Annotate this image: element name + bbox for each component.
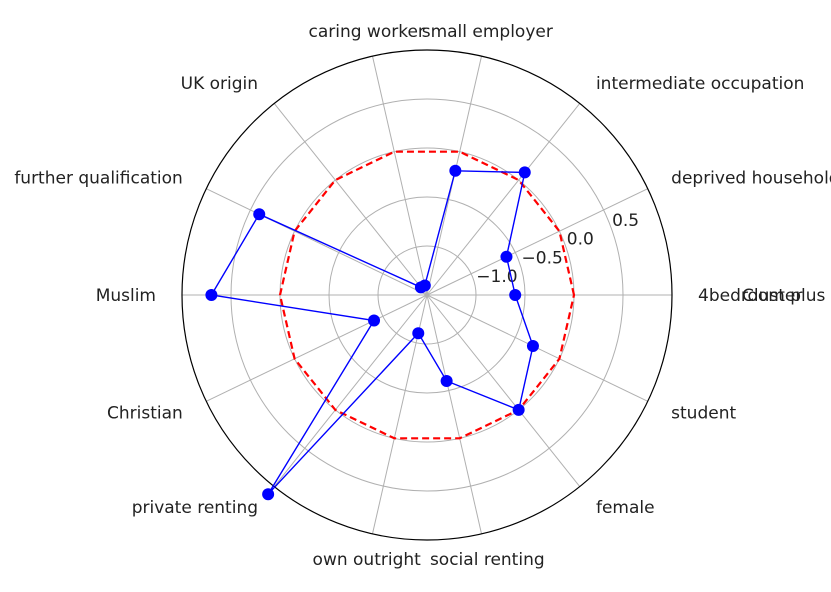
radial-tick-label: 0.5: [612, 211, 639, 231]
radar-spoke: [371, 56, 428, 296]
radar-spoke: [426, 294, 483, 534]
category-label: small employer: [422, 22, 553, 42]
category-label: social renting: [430, 550, 545, 570]
category-label: caring worker: [308, 22, 424, 42]
category-label: female: [596, 498, 655, 518]
data-point: [368, 314, 381, 327]
radial-tick-label: −0.5: [522, 248, 563, 268]
radial-tick-label: −1.0: [476, 267, 517, 287]
radar-spoke: [426, 103, 581, 296]
category-label: student: [671, 404, 736, 424]
radar-grid: [181, 49, 673, 541]
data-point: [509, 289, 522, 301]
radial-tick-label: 0.0: [567, 230, 594, 250]
category-label: private renting: [132, 498, 258, 518]
overlay-label: Cluster: [742, 286, 802, 306]
data-point: [262, 488, 275, 501]
category-label: further qualification: [14, 168, 183, 188]
radar-grid-ring: [230, 98, 624, 492]
radar-spoke: [206, 188, 428, 296]
data-point: [414, 281, 427, 294]
category-label: 4bedroom plus: [698, 286, 826, 306]
radar-spoke: [273, 103, 428, 296]
reference-line: [278, 150, 576, 440]
radar-spoke: [426, 188, 648, 296]
radial-tick-labels: −1.0−0.50.0 0.5: [476, 211, 639, 287]
data-point: [440, 374, 453, 387]
radar-spoke: [206, 294, 428, 402]
data-point: [412, 327, 425, 340]
category-label: own outright: [313, 550, 422, 570]
data-point: [449, 164, 462, 177]
category-label: Christian: [107, 404, 183, 424]
category-labels: 4bedroom plus deprived household intermedi…: [14, 22, 831, 570]
category-label: UK origin: [181, 74, 258, 94]
radar-grid-ring: [377, 245, 477, 345]
radar-outer-frame: [181, 49, 673, 541]
radar-grid-ring: [328, 196, 526, 394]
category-label: Muslim: [96, 286, 156, 306]
data-series: [205, 164, 539, 501]
category-label: intermediate occupation: [596, 74, 804, 94]
data-point: [512, 403, 525, 416]
category-label: deprived household: [671, 168, 831, 188]
reference-series: [278, 150, 576, 440]
data-point: [500, 250, 513, 263]
data-point: [205, 289, 218, 301]
data-point: [518, 166, 531, 179]
data-point: [253, 208, 266, 221]
radar-spoke: [273, 294, 428, 487]
radar-spoke: [426, 294, 581, 487]
data-point: [526, 340, 539, 353]
